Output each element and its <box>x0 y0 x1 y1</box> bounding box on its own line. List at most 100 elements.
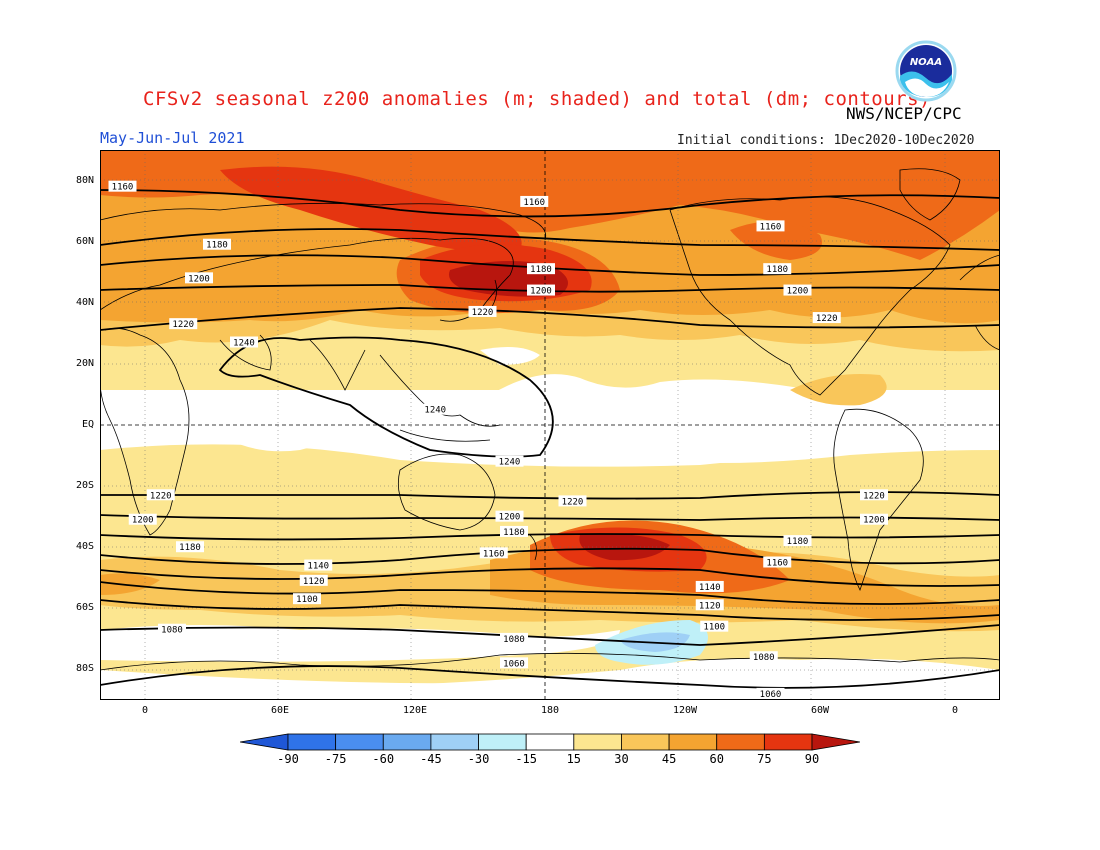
latitude-label: EQ <box>81 419 94 430</box>
map-title: CFSv2 seasonal z200 anomalies (m; shaded… <box>143 88 931 110</box>
contour-label: 1200 <box>783 284 812 297</box>
contour-label-bg <box>812 312 841 324</box>
contour-label-text: 1080 <box>503 635 525 645</box>
contour-label-bg <box>185 272 213 284</box>
contour-label-text: 1080 <box>161 626 183 636</box>
noaa-logo-text: NOAA <box>910 57 942 68</box>
contour-label: 1100 <box>700 620 729 633</box>
contour-label: 1220 <box>860 489 888 501</box>
map-border <box>100 150 1000 700</box>
contour-label-text: 1200 <box>499 513 521 523</box>
contour-label: 1220 <box>169 318 198 330</box>
contour-label-text: 1140 <box>699 583 721 593</box>
contour-label: 1160 <box>756 220 785 232</box>
contour-label-bg <box>304 559 333 571</box>
contour-label-text: 1080 <box>753 653 775 663</box>
longitude-label: 60W <box>810 705 830 716</box>
contour-label-text: 1180 <box>503 528 525 538</box>
contour-label-text: 1100 <box>703 623 725 633</box>
colorbar-label: -30 <box>467 752 490 766</box>
contour-label: 1220 <box>146 489 175 501</box>
contour-label: 1200 <box>128 513 157 526</box>
contour-label-text: 1220 <box>863 491 885 501</box>
contour-label-text: 1220 <box>172 320 194 330</box>
contour-label-text: 1220 <box>150 491 172 501</box>
contour-label-bg <box>527 263 555 275</box>
longitude-label: 180 <box>540 705 560 716</box>
contour-label-bg <box>495 510 524 522</box>
contour-label-bg <box>695 599 724 611</box>
contour-label-bg <box>128 513 157 525</box>
contour-label: 1180 <box>500 525 528 538</box>
colorbar-segment <box>525 733 575 751</box>
latitude-label: 60N <box>75 235 94 247</box>
colorbar-label: -15 <box>515 752 538 766</box>
contour-label-text: 1240 <box>233 339 255 349</box>
colorbar-label: 90 <box>804 752 820 766</box>
longitude-label: 120W <box>672 705 698 716</box>
contour-label-text: 1140 <box>307 562 329 572</box>
contour-label-bg <box>763 556 792 568</box>
contour-label: 1060 <box>500 657 528 669</box>
continent-outlines <box>100 168 1000 671</box>
colorbar-label: -45 <box>420 752 442 766</box>
contour-label-bg <box>700 620 729 632</box>
contour-label: 1160 <box>108 180 137 193</box>
contour-label-text: 1160 <box>112 183 134 193</box>
contour-label-bg <box>783 284 812 296</box>
contour-label-text: 1180 <box>766 265 788 275</box>
contour-label: 1180 <box>203 238 231 251</box>
contour-label-bg <box>176 541 204 553</box>
contour-label: 1240 <box>230 336 258 349</box>
contour-label-bg <box>203 238 231 250</box>
contour-label: 1080 <box>158 623 186 636</box>
contour-label-text: 1240 <box>499 458 521 468</box>
anomaly-map: 1160 1160 1160 1180 1180 1180 1200 1200 1200 1220… <box>100 150 1000 700</box>
colorbar-segment <box>382 733 432 751</box>
contour-label-bg <box>695 580 724 592</box>
contour-label-text: 1200 <box>132 516 154 526</box>
contour-label-text: 1160 <box>760 222 782 232</box>
contour-label-text: 1240 <box>424 406 446 416</box>
contour-label: 1220 <box>468 305 497 318</box>
contour-label: 1240 <box>421 403 450 416</box>
colorbar-label: 60 <box>709 752 724 766</box>
contour-label: 1160 <box>763 556 792 569</box>
contour-label-bg <box>169 318 198 330</box>
contour-label-text: 1160 <box>483 549 505 559</box>
contour-label-bg <box>146 489 175 501</box>
colorbar-label: 30 <box>614 752 629 766</box>
colorbar-segment <box>478 733 527 751</box>
contour-label-text: 1220 <box>472 308 494 318</box>
contour-label-text: 1160 <box>523 198 545 208</box>
contour-label-bg <box>500 657 528 669</box>
contour-label-bg <box>756 687 785 699</box>
contour-label: 1200 <box>185 272 213 284</box>
colorbar-segment <box>668 733 718 751</box>
contour-label: 1120 <box>695 599 724 611</box>
colorbar-segment <box>430 733 479 751</box>
contour-label: 1200 <box>860 513 888 526</box>
contour-label-text: 1220 <box>562 497 584 507</box>
colorbar-segment <box>335 733 384 751</box>
contour-label: 1180 <box>783 535 812 547</box>
contour-label-bg <box>479 547 508 559</box>
contour-label-bg <box>860 489 888 501</box>
contour-label: 1220 <box>558 495 587 507</box>
contour-label-text: 1160 <box>766 559 788 569</box>
colorbar-label: -90 <box>277 752 299 766</box>
longitude-label: 0 <box>951 705 959 716</box>
contour-label: 1120 <box>299 574 328 587</box>
agency-label: NWS/NCEP/CPC <box>846 104 962 123</box>
contour-label-bg <box>500 632 528 644</box>
contour-label-bg <box>421 403 450 415</box>
latitude-label: 80N <box>75 174 94 186</box>
contour-label-text: 1100 <box>296 595 318 605</box>
contour-label: 1180 <box>176 541 204 553</box>
colorbar-label: -75 <box>324 752 347 766</box>
colorbar-label: 45 <box>661 752 677 766</box>
contour-label: 1140 <box>304 559 333 572</box>
contour-label: 1060 <box>756 687 785 700</box>
longitude-label: 0 <box>141 705 149 716</box>
contour-label-text: 1200 <box>188 274 210 284</box>
